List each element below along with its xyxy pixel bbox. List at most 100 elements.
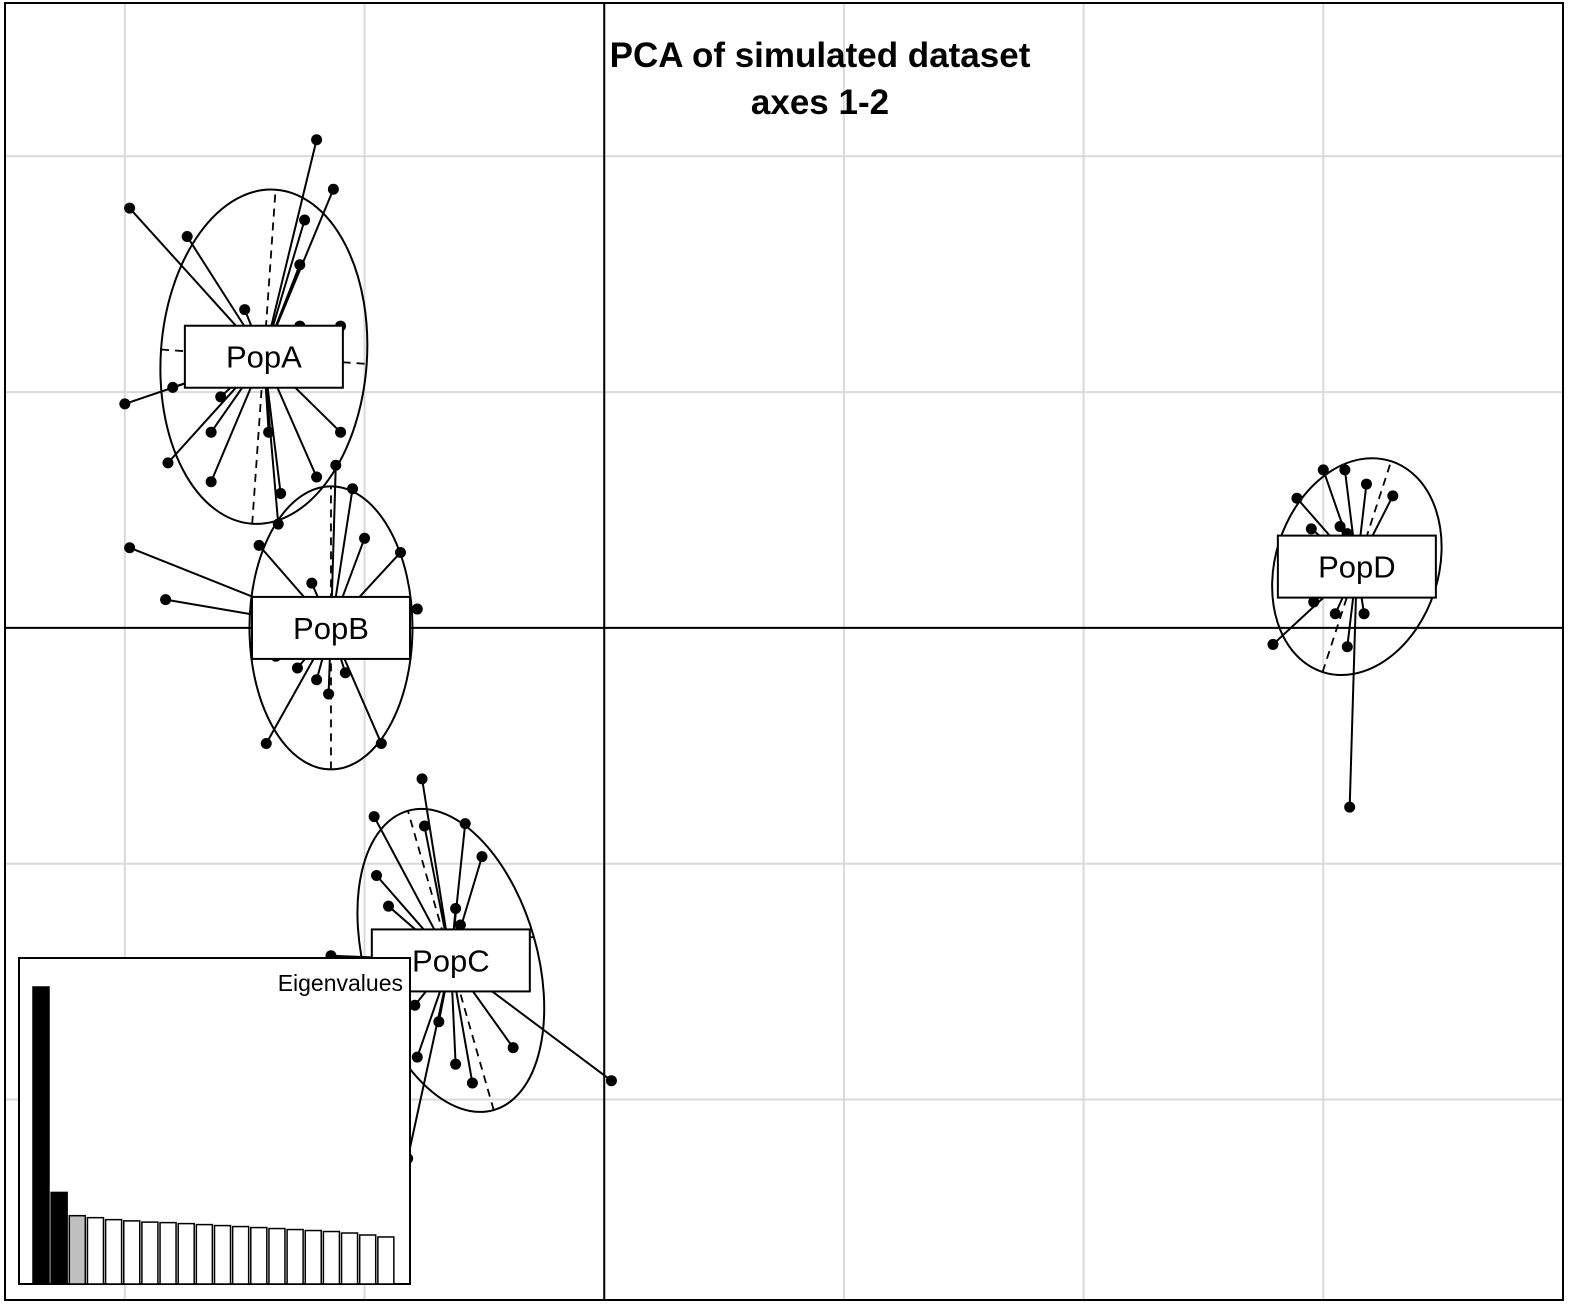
eigenvalue-bar xyxy=(104,1218,123,1285)
population-groups: PopA PopB PopC PopD xyxy=(119,134,1443,1165)
group-label-box xyxy=(1276,534,1437,599)
data-point xyxy=(433,1016,445,1028)
data-point xyxy=(260,737,272,749)
data-point xyxy=(124,542,136,554)
data-point xyxy=(1360,478,1372,490)
data-point xyxy=(306,577,318,589)
data-point xyxy=(368,811,380,823)
data-point xyxy=(339,667,351,679)
group-popd: PopD xyxy=(1267,457,1443,813)
data-point xyxy=(119,398,131,410)
data-point xyxy=(454,919,466,931)
data-point xyxy=(162,457,174,469)
data-point xyxy=(1305,523,1317,535)
data-point xyxy=(181,230,193,242)
data-point xyxy=(394,546,406,558)
inset-title: Eigenvalues xyxy=(278,970,403,996)
data-point xyxy=(215,391,227,403)
data-point xyxy=(1267,638,1279,650)
data-point xyxy=(507,1042,519,1054)
data-point xyxy=(299,214,311,226)
eigenvalue-bar xyxy=(141,1221,159,1285)
group-label: PopB xyxy=(293,611,369,646)
data-point xyxy=(1291,492,1303,504)
data-point xyxy=(359,532,371,544)
spoke-line xyxy=(1348,566,1358,808)
data-point xyxy=(330,459,342,471)
eigenvalue-bar xyxy=(159,1221,177,1285)
data-point xyxy=(416,773,428,785)
data-point xyxy=(411,603,423,615)
data-point xyxy=(459,818,471,830)
data-point xyxy=(1334,521,1346,533)
data-point xyxy=(1308,596,1320,608)
data-point xyxy=(323,688,335,700)
eigenvalue-bar xyxy=(68,1214,87,1285)
eigenvalue-bar xyxy=(195,1223,214,1285)
eigenvalue-bar xyxy=(358,1234,377,1285)
data-point xyxy=(294,259,306,271)
data-point xyxy=(409,999,421,1011)
data-point xyxy=(263,426,275,438)
eigenvalue-bar xyxy=(86,1216,105,1285)
chart-title: PCA of simulated dataset xyxy=(610,36,1031,75)
group-label-box xyxy=(183,324,344,389)
group-popc: PopC xyxy=(325,773,617,1165)
eigenvalue-bar xyxy=(231,1225,250,1285)
eigenvalue-bar xyxy=(322,1230,341,1285)
eigenvalue-bar xyxy=(177,1222,195,1285)
data-point xyxy=(1339,464,1351,476)
data-point xyxy=(605,1075,617,1087)
data-point xyxy=(124,202,136,214)
eigenvalue-bar xyxy=(377,1236,395,1285)
eigenvalue-bar xyxy=(304,1229,322,1285)
data-point xyxy=(450,903,462,915)
data-point xyxy=(291,662,303,674)
eigenvalue-bar xyxy=(286,1228,304,1285)
data-point xyxy=(272,518,284,530)
group-label-box xyxy=(250,595,411,660)
data-point xyxy=(275,488,287,500)
data-point xyxy=(1317,464,1329,476)
data-point xyxy=(253,539,265,551)
data-point xyxy=(167,381,179,393)
data-point xyxy=(311,471,323,483)
data-point xyxy=(205,426,217,438)
eigenvalue-bar xyxy=(123,1220,141,1285)
eigenvalue-bar xyxy=(250,1226,268,1285)
data-point xyxy=(335,426,347,438)
data-point xyxy=(239,304,251,316)
data-point xyxy=(450,1058,462,1070)
ellipse-major-axis xyxy=(1321,460,1392,673)
chart-subtitle: axes 1-2 xyxy=(751,83,889,122)
data-point xyxy=(205,476,217,488)
data-point xyxy=(1344,801,1356,813)
data-point xyxy=(160,594,172,606)
data-point xyxy=(311,674,323,686)
data-point xyxy=(383,900,395,912)
data-point xyxy=(411,1051,423,1063)
data-point xyxy=(375,737,387,749)
data-point xyxy=(1329,608,1341,620)
eigenvalue-bar xyxy=(213,1224,232,1285)
data-point xyxy=(1341,641,1353,653)
eigenvalue-bar xyxy=(50,1191,68,1285)
group-popa: PopA xyxy=(119,134,369,530)
group-label: PopD xyxy=(1318,550,1396,585)
group-popb: PopB xyxy=(124,459,423,771)
spoke-line xyxy=(262,139,318,357)
data-point xyxy=(371,870,383,882)
data-point xyxy=(347,483,359,495)
data-point xyxy=(418,820,430,832)
eigenvalue-bar xyxy=(32,986,50,1285)
plot-frame xyxy=(4,2,1564,1301)
data-point xyxy=(311,134,323,146)
data-point xyxy=(476,851,488,863)
eigenvalue-bar xyxy=(340,1232,359,1285)
eigenvalue-bar xyxy=(268,1227,286,1285)
eigenvalues-inset: Eigenvalues xyxy=(18,957,411,1285)
spoke-line xyxy=(406,960,452,1159)
data-point xyxy=(1358,608,1370,620)
group-label: PopA xyxy=(226,340,302,375)
